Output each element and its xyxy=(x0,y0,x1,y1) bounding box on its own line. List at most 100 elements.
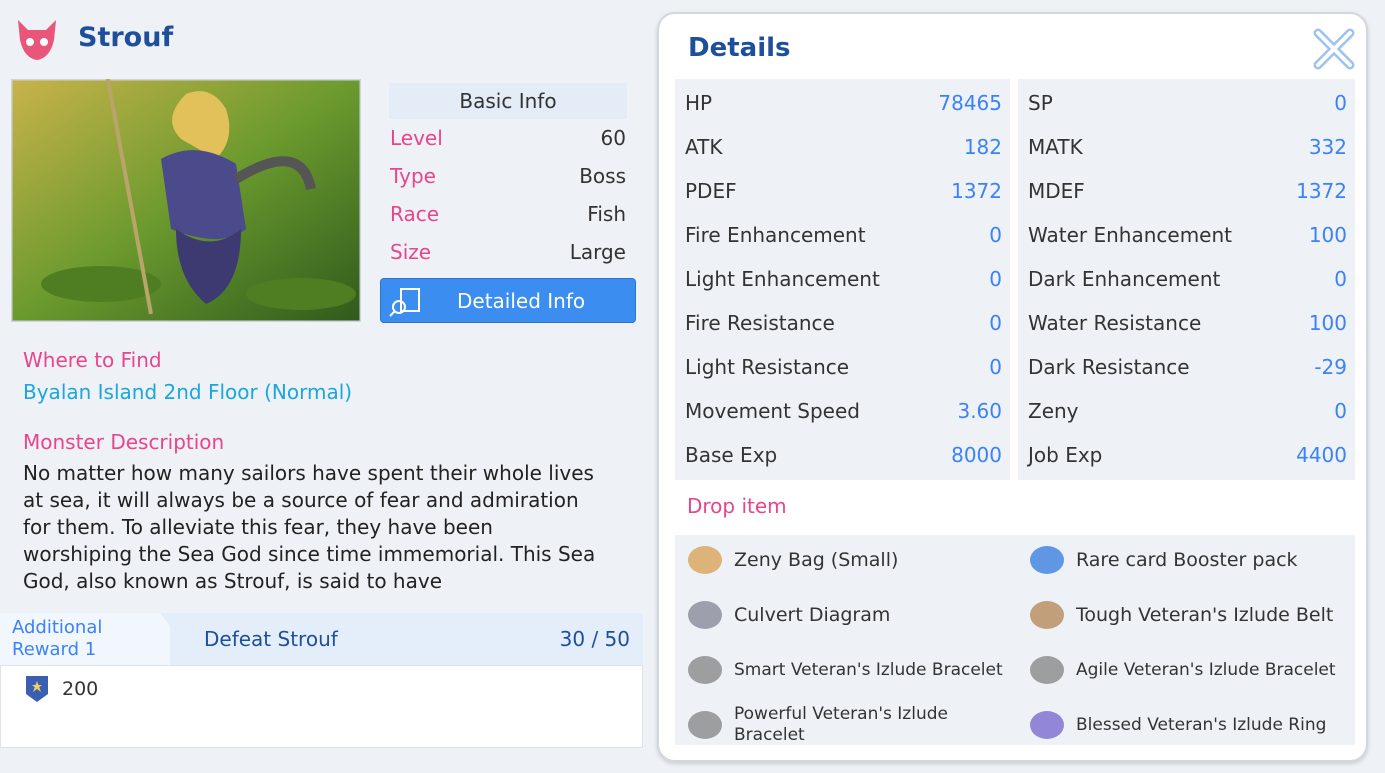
stat-label: Fire Enhancement xyxy=(685,223,866,247)
detailed-info-button[interactable]: Detailed Info xyxy=(380,278,636,323)
button-label: Detailed Info xyxy=(457,288,586,313)
stat-row: ATK 182 xyxy=(675,125,1010,169)
drop-name: Rare card Booster pack xyxy=(1076,549,1298,571)
drop-icon xyxy=(1030,711,1064,739)
drop-icon xyxy=(688,711,722,739)
monster-name: Strouf xyxy=(78,22,174,53)
where-label: Where to Find xyxy=(23,348,162,372)
stat-label: HP xyxy=(685,91,713,115)
stat-row: SP 0 xyxy=(1018,81,1355,125)
stat-label: PDEF xyxy=(685,179,737,203)
stat-label: Light Resistance xyxy=(685,355,850,379)
stat-row: Water Resistance 100 xyxy=(1018,301,1355,345)
drop-item: Smart Veteran's Izlude Bracelet xyxy=(688,648,1008,692)
drop-item: Agile Veteran's Izlude Bracelet xyxy=(1030,648,1350,692)
stat-value: 1372 xyxy=(951,179,1002,203)
drop-icon xyxy=(688,656,722,684)
monster-icon xyxy=(18,20,56,60)
basic-label: Type xyxy=(390,164,436,188)
stat-value: 0 xyxy=(989,311,1002,335)
stat-row: Fire Resistance 0 xyxy=(675,301,1010,345)
stat-value: 182 xyxy=(963,135,1002,159)
stats-left-bg xyxy=(675,79,1010,480)
drop-name: Powerful Veteran's Izlude Bracelet xyxy=(734,704,948,745)
stat-row: Light Resistance 0 xyxy=(675,345,1010,389)
stat-value: 3.60 xyxy=(957,399,1002,423)
stat-row: Movement Speed 3.60 xyxy=(675,389,1010,433)
stat-row: Water Enhancement 100 xyxy=(1018,213,1355,257)
reward-amount: 200 xyxy=(62,678,99,700)
drop-name: Culvert Diagram xyxy=(734,604,891,626)
basic-label: Race xyxy=(390,202,440,226)
basic-value: 60 xyxy=(600,126,626,150)
stat-row: Zeny 0 xyxy=(1018,389,1355,433)
stat-value: 100 xyxy=(1308,223,1347,247)
drop-icon xyxy=(1030,601,1064,629)
stat-row: Light Enhancement 0 xyxy=(675,257,1010,301)
reward-progress: 30 / 50 xyxy=(559,627,630,651)
drop-icon xyxy=(688,601,722,629)
stat-row: HP 78465 xyxy=(675,81,1010,125)
stat-value: 8000 xyxy=(951,443,1002,467)
drop-item: Culvert Diagram xyxy=(688,593,1008,637)
basic-label: Size xyxy=(390,240,432,264)
stat-value: 100 xyxy=(1308,311,1347,335)
drop-item: Rare card Booster pack xyxy=(1030,538,1350,582)
stat-value: -29 xyxy=(1314,355,1347,379)
stat-value: 332 xyxy=(1308,135,1347,159)
stat-value: 4400 xyxy=(1296,443,1347,467)
drop-name: Blessed Veteran's Izlude Ring xyxy=(1076,714,1327,735)
drop-name: Smart Veteran's Izlude Bracelet xyxy=(734,659,1003,680)
reward-task: Defeat Strouf xyxy=(204,627,338,651)
stat-row: Fire Enhancement 0 xyxy=(675,213,1010,257)
stat-label: Water Enhancement xyxy=(1028,223,1233,247)
stat-row: Base Exp 8000 xyxy=(675,433,1010,477)
basic-value: Boss xyxy=(579,164,626,188)
drop-name: Zeny Bag (Small) xyxy=(734,549,899,571)
stat-row: Job Exp 4400 xyxy=(1018,433,1355,477)
stat-label: Zeny xyxy=(1028,399,1079,423)
details-title: Details xyxy=(688,33,791,63)
stat-label: Job Exp xyxy=(1028,443,1103,467)
drop-icon xyxy=(1030,656,1064,684)
drop-icon xyxy=(1030,546,1064,574)
reward-tab xyxy=(0,613,170,665)
drop-icon xyxy=(688,546,722,574)
stat-label: Movement Speed xyxy=(685,399,860,423)
stat-value: 0 xyxy=(989,355,1002,379)
stat-value: 78465 xyxy=(938,91,1002,115)
stat-label: Water Resistance xyxy=(1028,311,1202,335)
drops-bg xyxy=(675,535,1355,745)
stat-row: PDEF 1372 xyxy=(675,169,1010,213)
stat-label: SP xyxy=(1028,91,1053,115)
drop-item: Powerful Veteran's Izlude Bracelet xyxy=(688,703,1008,747)
close-button[interactable] xyxy=(1312,27,1356,71)
monster-portrait xyxy=(11,79,361,322)
drop-name: Tough Veteran's Izlude Belt xyxy=(1076,604,1334,626)
where-value: Byalan Island 2nd Floor (Normal) xyxy=(23,380,353,404)
reward-label: Additional Reward 1 xyxy=(12,617,103,660)
stat-row: Dark Resistance -29 xyxy=(1018,345,1355,389)
stat-value: 0 xyxy=(1334,399,1347,423)
drop-item: Zeny Bag (Small) xyxy=(688,538,1008,582)
stat-label: ATK xyxy=(685,135,723,159)
description-text: No matter how many sailors have spent th… xyxy=(23,461,596,593)
stats-right-bg xyxy=(1018,79,1355,480)
stat-label: MDEF xyxy=(1028,179,1085,203)
reward-box xyxy=(0,665,643,748)
stat-row: MDEF 1372 xyxy=(1018,169,1355,213)
stat-row: Dark Enhancement 0 xyxy=(1018,257,1355,301)
stat-value: 0 xyxy=(1334,91,1347,115)
basic-value: Large xyxy=(569,240,626,264)
stat-value: 0 xyxy=(1334,267,1347,291)
stat-label: Dark Enhancement xyxy=(1028,267,1221,291)
drop-title: Drop item xyxy=(687,494,787,518)
description-label: Monster Description xyxy=(23,430,225,454)
stat-value: 0 xyxy=(989,223,1002,247)
drop-item: Blessed Veteran's Izlude Ring xyxy=(1030,703,1350,747)
stat-row: MATK 332 xyxy=(1018,125,1355,169)
stat-label: MATK xyxy=(1028,135,1083,159)
stat-value: 0 xyxy=(989,267,1002,291)
stat-value: 1372 xyxy=(1296,179,1347,203)
